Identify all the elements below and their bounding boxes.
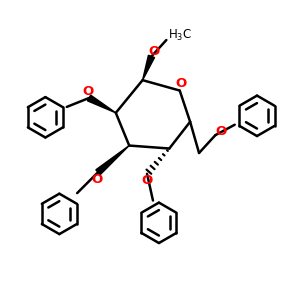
Text: H$_3$C: H$_3$C (168, 27, 192, 43)
Polygon shape (142, 55, 154, 80)
Text: O: O (83, 85, 94, 98)
Polygon shape (96, 146, 129, 175)
Text: O: O (148, 45, 159, 58)
Polygon shape (88, 95, 116, 113)
Text: O: O (215, 125, 226, 138)
Text: O: O (175, 77, 187, 90)
Text: O: O (141, 174, 153, 187)
Text: O: O (91, 172, 102, 186)
